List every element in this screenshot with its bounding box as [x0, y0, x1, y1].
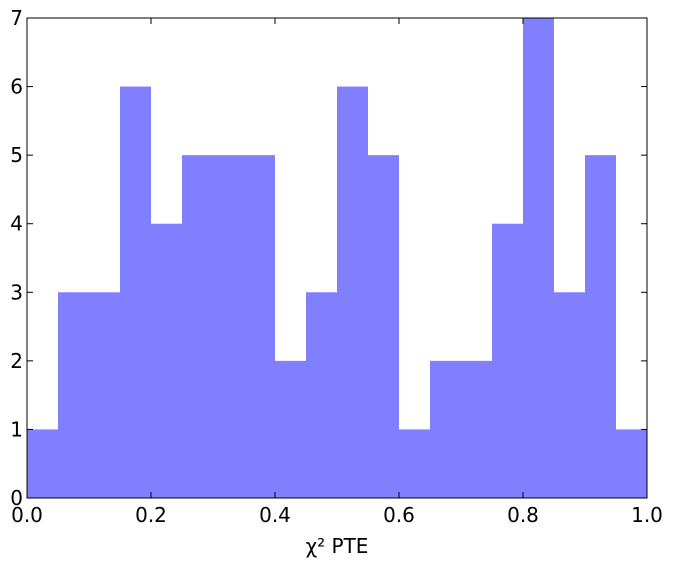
bar [523, 18, 554, 498]
x-axis-label: χ² PTE [306, 534, 369, 558]
bar [27, 429, 58, 498]
bar [275, 360, 306, 498]
bar [244, 155, 275, 498]
bar [368, 155, 399, 498]
y-tick-label: 7 [10, 6, 23, 30]
bar [430, 360, 461, 498]
bar [120, 86, 151, 499]
y-tick-label: 2 [10, 349, 23, 373]
x-tick-label: 0.2 [135, 503, 167, 527]
bar [306, 292, 337, 498]
x-tick-label: 0.0 [11, 503, 43, 527]
bar [89, 292, 120, 498]
x-tick-label: 0.8 [507, 503, 539, 527]
bar [213, 155, 244, 498]
y-tick-label: 5 [10, 143, 23, 167]
bar [554, 292, 585, 498]
y-tick-label: 6 [10, 75, 23, 99]
bar [337, 86, 368, 499]
bar [461, 360, 492, 498]
x-tick-label: 0.6 [383, 503, 415, 527]
bar [585, 155, 616, 498]
x-tick-label: 1.0 [631, 503, 663, 527]
plot-frame [26, 17, 648, 499]
bar [182, 155, 213, 498]
bar [58, 292, 89, 498]
y-tick-label: 3 [10, 280, 23, 304]
bar [151, 223, 182, 498]
bar [616, 429, 647, 498]
bar [492, 223, 523, 498]
y-tick-label: 1 [10, 417, 23, 441]
y-tick-label: 0 [10, 486, 23, 510]
x-tick-label: 0.4 [259, 503, 291, 527]
y-tick-label: 4 [10, 212, 23, 236]
bar [399, 429, 430, 498]
